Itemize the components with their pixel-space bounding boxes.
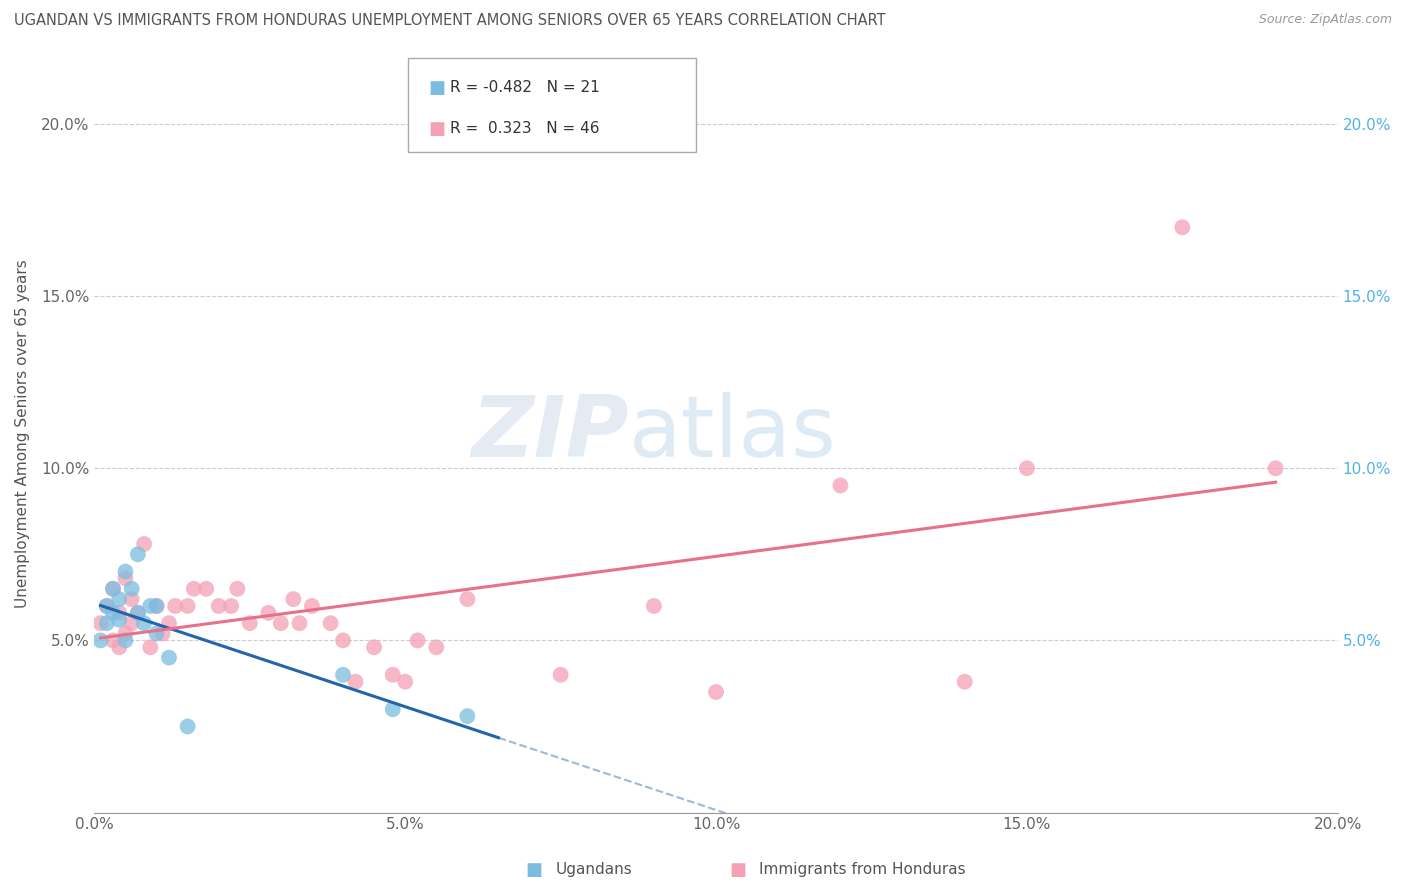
Point	[1171, 220, 1194, 235]
Point	[208, 599, 231, 613]
Point	[121, 582, 143, 596]
Point	[344, 674, 367, 689]
Point	[108, 606, 131, 620]
Point	[381, 668, 404, 682]
Point	[114, 626, 136, 640]
Point	[139, 599, 162, 613]
Point	[108, 640, 131, 655]
Point	[145, 599, 167, 613]
Point	[101, 633, 124, 648]
Point	[219, 599, 242, 613]
Point	[157, 616, 180, 631]
Point	[270, 616, 292, 631]
Point	[165, 599, 187, 613]
Point	[239, 616, 262, 631]
Point	[101, 582, 124, 596]
Point	[301, 599, 323, 613]
Point	[127, 547, 149, 561]
Point	[332, 633, 354, 648]
Point	[195, 582, 218, 596]
Point	[90, 616, 112, 631]
Point	[127, 606, 149, 620]
Point	[704, 685, 727, 699]
Text: ■: ■	[730, 861, 747, 879]
Point	[953, 674, 976, 689]
Point	[114, 633, 136, 648]
Point	[425, 640, 447, 655]
Point	[114, 571, 136, 585]
Point	[406, 633, 429, 648]
Text: Ugandans: Ugandans	[555, 863, 633, 877]
Point	[132, 616, 155, 631]
Text: ■: ■	[429, 78, 446, 97]
Point	[114, 565, 136, 579]
Point	[101, 606, 124, 620]
Point	[456, 709, 478, 723]
Point	[319, 616, 342, 631]
Point	[257, 606, 280, 620]
Text: Source: ZipAtlas.com: Source: ZipAtlas.com	[1258, 13, 1392, 27]
Point	[1015, 461, 1038, 475]
Point	[96, 599, 118, 613]
Point	[139, 640, 162, 655]
Text: R =  0.323   N = 46: R = 0.323 N = 46	[450, 121, 599, 136]
Text: ZIP: ZIP	[471, 392, 628, 475]
Point	[121, 616, 143, 631]
Text: atlas: atlas	[628, 392, 837, 475]
Point	[643, 599, 665, 613]
Point	[176, 599, 198, 613]
Point	[132, 537, 155, 551]
Point	[101, 582, 124, 596]
Point	[550, 668, 572, 682]
Point	[121, 592, 143, 607]
Point	[127, 606, 149, 620]
Point	[108, 592, 131, 607]
Point	[90, 633, 112, 648]
Point	[157, 650, 180, 665]
Point	[394, 674, 416, 689]
Text: ■: ■	[526, 861, 543, 879]
Point	[283, 592, 305, 607]
Point	[363, 640, 385, 655]
Point	[145, 626, 167, 640]
Point	[176, 719, 198, 733]
Point	[96, 616, 118, 631]
Point	[183, 582, 205, 596]
Point	[226, 582, 249, 596]
Text: R = -0.482   N = 21: R = -0.482 N = 21	[450, 80, 600, 95]
Point	[152, 626, 174, 640]
Point	[145, 599, 167, 613]
Point	[1264, 461, 1286, 475]
Text: UGANDAN VS IMMIGRANTS FROM HONDURAS UNEMPLOYMENT AMONG SENIORS OVER 65 YEARS COR: UGANDAN VS IMMIGRANTS FROM HONDURAS UNEM…	[14, 13, 886, 29]
Text: ■: ■	[429, 120, 446, 137]
Text: Immigrants from Honduras: Immigrants from Honduras	[759, 863, 966, 877]
Point	[108, 613, 131, 627]
Point	[288, 616, 311, 631]
Point	[456, 592, 478, 607]
Y-axis label: Unemployment Among Seniors over 65 years: Unemployment Among Seniors over 65 years	[15, 260, 30, 608]
Point	[96, 599, 118, 613]
Point	[332, 668, 354, 682]
Point	[830, 478, 852, 492]
Point	[381, 702, 404, 716]
